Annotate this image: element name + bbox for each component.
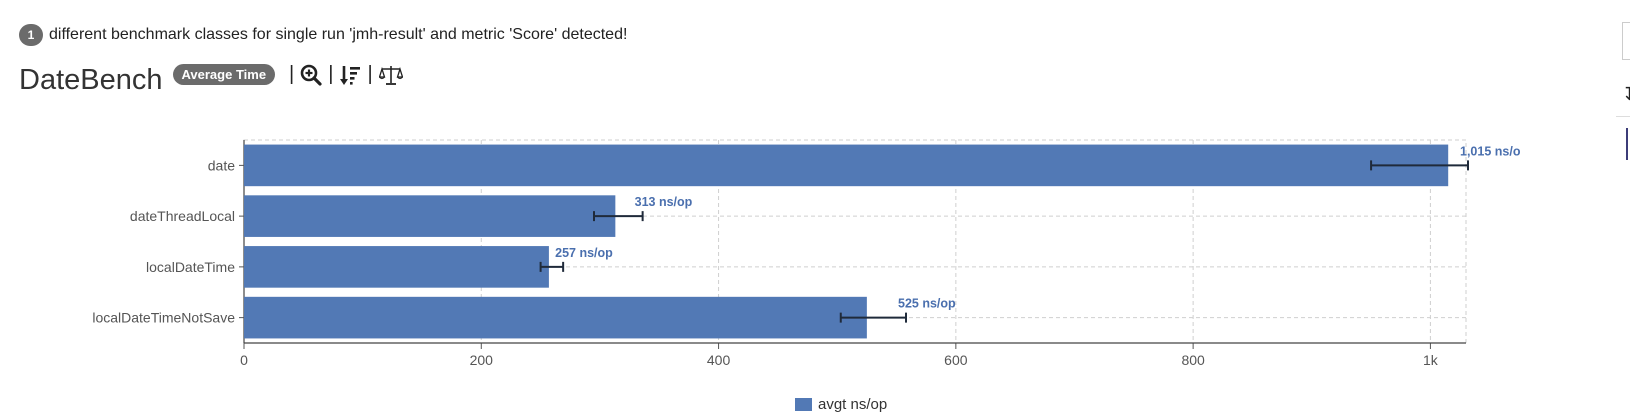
toolbar-separator: |: [328, 63, 334, 85]
side-panel-edge: [1622, 22, 1630, 60]
side-panel-indicator: [1626, 128, 1628, 160]
data-label: 313 ns/op: [635, 195, 693, 209]
y-tick-label: dateThreadLocal: [130, 208, 235, 224]
legend-swatch: [795, 398, 812, 411]
side-panel-divider: [1616, 116, 1630, 117]
x-tick-label: 600: [944, 352, 968, 368]
x-tick-label: 200: [470, 352, 494, 368]
notice-count-badge: 1: [19, 24, 43, 46]
toolbar-separator: |: [367, 63, 373, 85]
page-title: DateBench: [19, 64, 163, 96]
data-label: 1,015 ns/o: [1460, 144, 1521, 158]
x-tick-label: 0: [240, 352, 248, 368]
x-tick-label: 400: [707, 352, 731, 368]
notice-text-row: 1 different benchmark classes for single…: [19, 24, 627, 46]
bar-chart: 0 200 400 600 800 1k date 1,015 ns/o dateThreadL…: [92, 139, 1521, 368]
plot-frame: [243, 139, 1467, 344]
data-label: 257 ns/op: [555, 246, 613, 260]
compare-scale-icon[interactable]: [378, 64, 403, 86]
y-tick-label: date: [208, 157, 235, 173]
data-label: 525 ns/op: [898, 297, 956, 311]
sort-descending-icon[interactable]: [339, 64, 361, 86]
chart-toolbar: | | |: [283, 63, 403, 86]
toolbar-separator: |: [289, 63, 295, 85]
x-tick-label: 1k: [1423, 352, 1439, 368]
notice-message: different benchmark classes for single r…: [49, 26, 628, 43]
bar-dateThreadLocal: [244, 195, 616, 237]
mode-badge: Average Time: [172, 64, 276, 85]
bar-localDateTimeNotSave: [244, 296, 867, 339]
chart-legend[interactable]: avgt ns/op: [795, 396, 887, 413]
zoom-in-icon[interactable]: [300, 64, 322, 86]
y-tick-label: localDateTime: [146, 259, 235, 275]
bar-localDateTime: [244, 246, 549, 288]
legend-label: avgt ns/op: [818, 396, 888, 413]
x-tick-label: 800: [1181, 352, 1205, 368]
y-tick-label: localDateTimeNotSave: [92, 310, 235, 326]
side-panel-arrow-icon[interactable]: ↧: [1622, 84, 1630, 104]
chart-header: DateBench Average Time | | |: [19, 63, 403, 97]
bar-date: [244, 144, 1449, 187]
